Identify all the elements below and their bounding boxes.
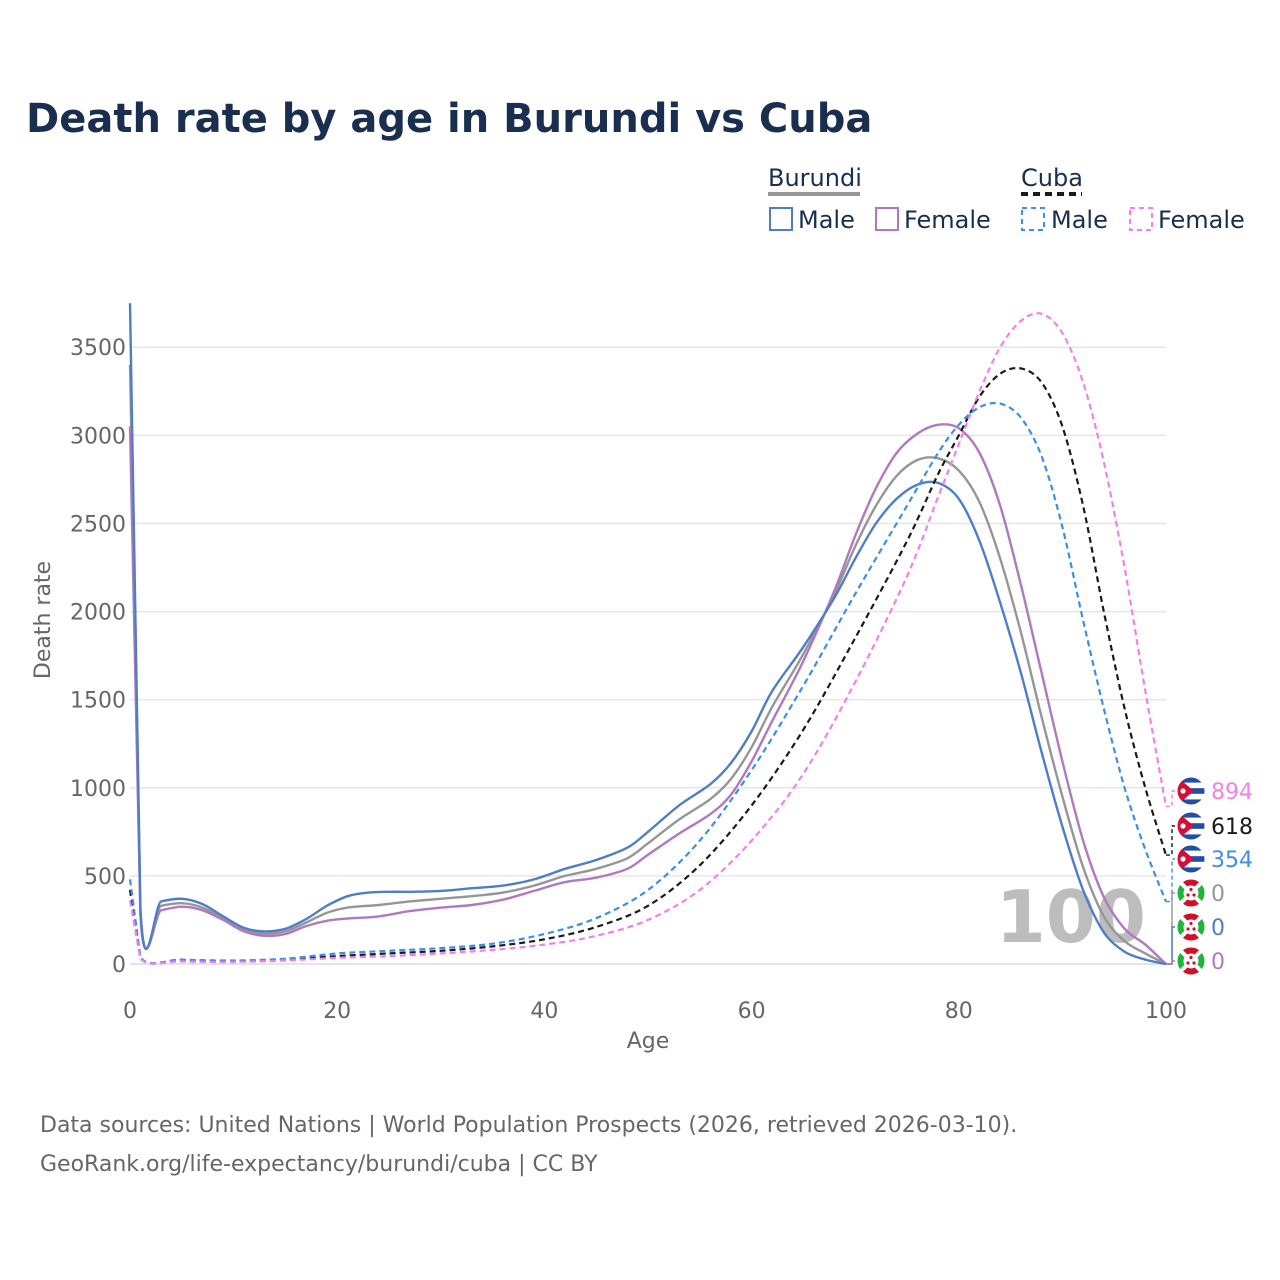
burundi-flag-icon xyxy=(1176,878,1206,908)
end-label-value: 354 xyxy=(1211,848,1253,873)
y-tick-label: 2000 xyxy=(70,601,126,626)
x-tick-label: 40 xyxy=(530,999,558,1024)
y-tick-label: 2500 xyxy=(70,512,126,537)
grid xyxy=(130,346,1166,965)
chart-title: Death rate by age in Burundi vs Cuba xyxy=(26,96,872,142)
end-label-value: 0 xyxy=(1211,882,1225,907)
legend-group-burundi[interactable]: Burundi Male Female xyxy=(768,164,991,234)
legend-swatch-burundi-female xyxy=(875,207,899,231)
series-line-burundi-male[interactable] xyxy=(128,303,1167,966)
legend-item-burundi-female[interactable]: Female xyxy=(904,206,991,234)
y-tick-label: 0 xyxy=(112,953,126,978)
end-label-connector xyxy=(1166,858,1175,903)
y-tick-label: 3000 xyxy=(70,424,126,449)
x-tick-label: 0 xyxy=(123,999,137,1024)
y-tick-label: 500 xyxy=(84,865,126,890)
legend-group-label: Cuba xyxy=(1021,164,1083,192)
legend-item-cuba-male[interactable]: Male xyxy=(1051,206,1108,234)
end-label-value: 0 xyxy=(1211,916,1225,941)
y-tick-label: 3500 xyxy=(70,336,126,361)
end-label-connector xyxy=(1166,960,1175,965)
end-labels: 894 618 354 0 0 0 xyxy=(1166,776,1253,976)
y-axis-label: Death rate xyxy=(31,561,56,679)
source-line-2[interactable]: GeoRank.org/life-expectancy/burundi/cuba… xyxy=(40,1152,598,1177)
burundi-flag-icon xyxy=(1176,912,1206,942)
series-line-cuba-total[interactable] xyxy=(128,366,1168,965)
x-tick-label: 20 xyxy=(323,999,351,1024)
x-tick-label: 60 xyxy=(738,999,766,1024)
series-lines xyxy=(128,303,1168,966)
series-line-burundi-female[interactable] xyxy=(128,423,1167,965)
end-label-connector xyxy=(1166,892,1175,965)
legend-swatch-burundi-male xyxy=(769,207,793,231)
end-label-connector xyxy=(1166,926,1175,965)
cuba-flag-icon xyxy=(1176,776,1206,806)
series-line-cuba-male[interactable] xyxy=(128,401,1168,965)
series-line-burundi-total[interactable] xyxy=(128,364,1167,966)
legend-item-burundi-male[interactable]: Male xyxy=(798,206,855,234)
y-tick-label: 1000 xyxy=(70,777,126,802)
year-watermark: 100 xyxy=(996,875,1146,959)
cuba-flag-icon xyxy=(1176,811,1206,841)
series-line-cuba-female[interactable] xyxy=(128,312,1168,965)
legend-swatch-cuba-female xyxy=(1129,207,1153,231)
source-line-1: Data sources: United Nations | World Pop… xyxy=(40,1113,1017,1138)
legend-group-cuba[interactable]: Cuba Male Female xyxy=(1021,164,1245,234)
end-label-value: 894 xyxy=(1211,780,1253,805)
x-tick-label: 80 xyxy=(945,999,973,1024)
end-label-value: 0 xyxy=(1211,950,1225,975)
legend-item-cuba-female[interactable]: Female xyxy=(1158,206,1245,234)
legend-group-label: Burundi xyxy=(768,164,862,192)
x-tick-label: 100 xyxy=(1145,999,1187,1024)
burundi-flag-icon xyxy=(1176,946,1206,976)
end-label-value: 618 xyxy=(1211,815,1253,840)
end-label-connector xyxy=(1166,790,1175,808)
legend: Burundi Male Female Cuba Male Female xyxy=(768,164,1245,234)
axis-ticks: 0 500 1000 1500 2000 2500 3000 3500 0 20 40 60 80 100 xyxy=(70,336,1187,1024)
y-tick-label: 1500 xyxy=(70,689,126,714)
cuba-flag-icon xyxy=(1176,844,1206,874)
legend-swatch-cuba-male xyxy=(1021,207,1045,231)
end-label-connector xyxy=(1166,825,1175,856)
x-axis-label: Age xyxy=(627,1029,670,1054)
